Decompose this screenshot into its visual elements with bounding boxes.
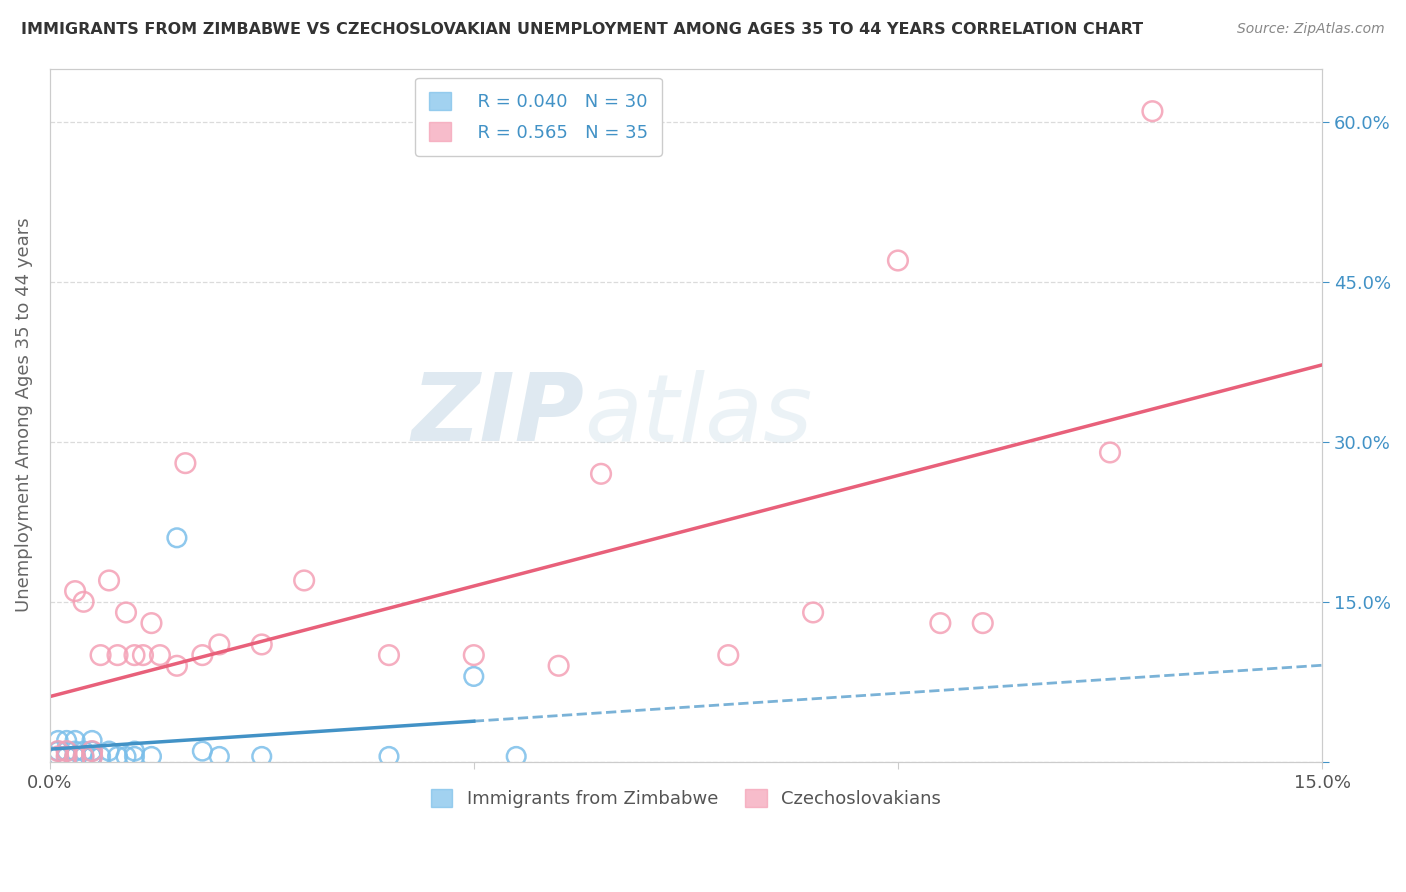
Point: [63, 749, 86, 764]
Point: [1142, 104, 1164, 119]
Point: [166, 658, 188, 673]
Point: [463, 669, 485, 683]
Point: [124, 648, 146, 662]
Point: [1098, 445, 1121, 459]
Point: [166, 531, 188, 545]
Point: [589, 467, 612, 481]
Point: [141, 749, 163, 764]
Point: [55, 744, 77, 758]
Point: [378, 648, 401, 662]
Point: [72, 744, 94, 758]
Point: [98, 574, 121, 588]
Point: [55, 749, 77, 764]
Text: ZIP: ZIP: [411, 369, 583, 461]
Point: [132, 648, 155, 662]
Point: [46, 744, 69, 758]
Point: [46, 749, 69, 764]
Point: [887, 253, 910, 268]
Legend: Immigrants from Zimbabwe, Czechoslovakians: Immigrants from Zimbabwe, Czechoslovakia…: [423, 781, 949, 815]
Point: [929, 616, 952, 631]
Point: [149, 648, 172, 662]
Point: [505, 749, 527, 764]
Point: [80, 744, 103, 758]
Point: [717, 648, 740, 662]
Point: [124, 749, 146, 764]
Point: [98, 744, 121, 758]
Point: [250, 749, 273, 764]
Point: [72, 595, 94, 609]
Point: [141, 616, 163, 631]
Point: [63, 744, 86, 758]
Point: [55, 749, 77, 764]
Point: [191, 744, 214, 758]
Point: [378, 749, 401, 764]
Text: atlas: atlas: [583, 369, 813, 460]
Point: [107, 749, 129, 764]
Point: [547, 658, 569, 673]
Point: [115, 606, 138, 620]
Point: [80, 749, 103, 764]
Point: [55, 744, 77, 758]
Point: [972, 616, 994, 631]
Point: [115, 749, 138, 764]
Y-axis label: Unemployment Among Ages 35 to 44 years: Unemployment Among Ages 35 to 44 years: [15, 218, 32, 613]
Point: [292, 574, 315, 588]
Point: [72, 749, 94, 764]
Point: [80, 749, 103, 764]
Point: [124, 744, 146, 758]
Point: [63, 749, 86, 764]
Point: [46, 749, 69, 764]
Point: [46, 733, 69, 747]
Point: [80, 733, 103, 747]
Point: [80, 744, 103, 758]
Point: [250, 637, 273, 651]
Point: [90, 648, 112, 662]
Point: [208, 637, 231, 651]
Point: [63, 733, 86, 747]
Point: [55, 733, 77, 747]
Point: [63, 584, 86, 599]
Point: [90, 749, 112, 764]
Point: [80, 749, 103, 764]
Point: [191, 648, 214, 662]
Text: Source: ZipAtlas.com: Source: ZipAtlas.com: [1237, 22, 1385, 37]
Point: [174, 456, 197, 470]
Point: [63, 749, 86, 764]
Text: IMMIGRANTS FROM ZIMBABWE VS CZECHOSLOVAKIAN UNEMPLOYMENT AMONG AGES 35 TO 44 YEA: IMMIGRANTS FROM ZIMBABWE VS CZECHOSLOVAK…: [21, 22, 1143, 37]
Point: [72, 749, 94, 764]
Point: [208, 749, 231, 764]
Point: [463, 648, 485, 662]
Point: [801, 606, 824, 620]
Point: [46, 744, 69, 758]
Point: [107, 648, 129, 662]
